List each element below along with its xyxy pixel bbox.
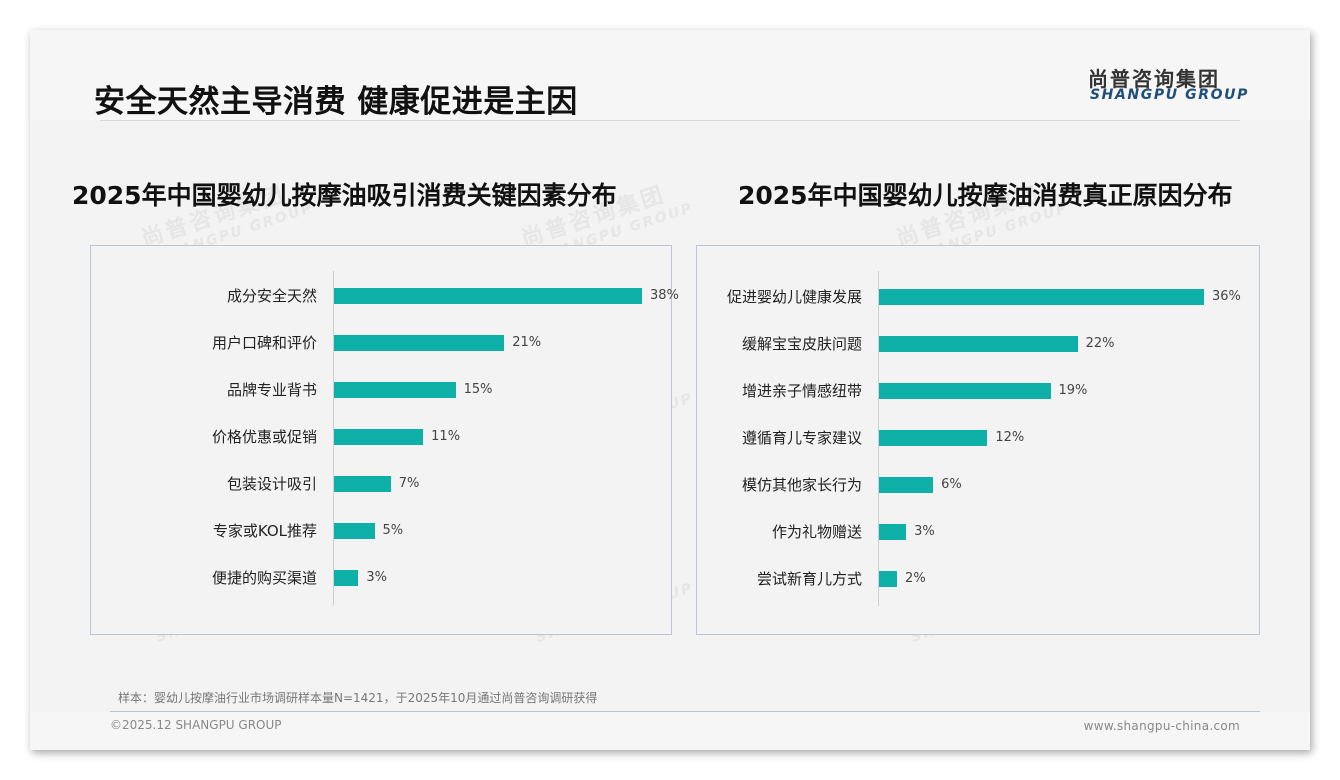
footer-divider xyxy=(110,711,1260,712)
header-divider xyxy=(100,120,1240,121)
chart-left: 成分安全天然 38% 用户口碑和评价 21% 品牌专业背书 15% 价格优惠或促销 11% 包装… xyxy=(90,245,679,635)
bar-value-label: 21% xyxy=(512,335,542,350)
bar-category-label: 促进婴幼儿健康发展 xyxy=(726,288,862,306)
bar xyxy=(334,570,359,586)
bar-value-label: 19% xyxy=(1058,383,1088,398)
bar-row: 包装设计吸引 7% xyxy=(91,475,671,494)
slide: 安全天然主导消费 健康促进是主因 尚普咨询集团 SHANGPU GROUP 尚普… xyxy=(30,30,1310,750)
bar xyxy=(879,289,1204,305)
bar-row: 作为礼物赠送 3% xyxy=(697,523,1259,542)
bar-value-label: 12% xyxy=(995,430,1025,445)
bar-value-label: 2% xyxy=(905,571,926,586)
bar-category-label: 作为礼物赠送 xyxy=(771,523,862,541)
logo-english: SHANGPU GROUP xyxy=(1090,87,1249,103)
bar-row: 遵循育儿专家建议 12% xyxy=(697,429,1259,448)
website-link[interactable]: www.shangpu-china.com xyxy=(1083,719,1240,733)
bar-category-label: 便捷的购买渠道 xyxy=(211,569,317,587)
bar-row: 便捷的购买渠道 3% xyxy=(91,569,671,588)
logo-chinese: 尚普咨询集团 xyxy=(1088,67,1220,91)
bar-category-label: 专家或KOL推荐 xyxy=(212,522,317,540)
bar-row: 模仿其他家长行为 6% xyxy=(697,476,1259,495)
bar-row: 成分安全天然 38% xyxy=(91,287,679,306)
bar-value-label: 7% xyxy=(398,476,420,491)
bar xyxy=(879,477,934,493)
category-axis-line xyxy=(878,271,879,606)
bar-category-label: 增进亲子情感纽带 xyxy=(741,382,862,400)
bar-value-label: 36% xyxy=(1212,289,1241,304)
bar xyxy=(334,429,424,445)
bar-category-label: 模仿其他家长行为 xyxy=(741,476,862,494)
bar-value-label: 38% xyxy=(650,288,679,303)
bar-row: 价格优惠或促销 11% xyxy=(91,428,671,447)
bar-value-label: 3% xyxy=(366,570,387,585)
bar xyxy=(334,523,375,539)
sample-footnote: 样本：婴幼儿按摩油行业市场调研样本量N=1421，于2025年10月通过尚普咨询… xyxy=(118,691,598,705)
chart-title-left: 2025年中国婴幼儿按摩油吸引消费关键因素分布 xyxy=(72,181,617,210)
chart-title-right: 2025年中国婴幼儿按摩油消费真正原因分布 xyxy=(738,181,1233,210)
bar-category-label: 包装设计吸引 xyxy=(226,475,317,493)
bar xyxy=(879,430,988,446)
bar-category-label: 价格优惠或促销 xyxy=(211,428,317,446)
bar-row: 尝试新育儿方式 2% xyxy=(697,570,1259,589)
bar-category-label: 品牌专业背书 xyxy=(226,381,317,399)
footer-band xyxy=(30,712,1310,750)
bar-row: 用户口碑和评价 21% xyxy=(91,334,671,353)
bar xyxy=(334,382,456,398)
bar-value-label: 15% xyxy=(463,382,493,397)
bar-row: 专家或KOL推荐 5% xyxy=(91,522,671,541)
bar xyxy=(879,571,898,587)
page-title: 安全天然主导消费 健康促进是主因 xyxy=(94,84,578,120)
bar-category-label: 成分安全天然 xyxy=(226,287,317,305)
bar-row: 品牌专业背书 15% xyxy=(91,381,671,400)
bar xyxy=(879,524,907,540)
bar-row: 促进婴幼儿健康发展 36% xyxy=(697,288,1259,307)
copyright: ©2025.12 SHANGPU GROUP xyxy=(110,718,282,732)
bar-category-label: 缓解宝宝皮肤问题 xyxy=(741,335,862,353)
bar-category-label: 遵循育儿专家建议 xyxy=(741,429,862,447)
bar xyxy=(334,288,642,304)
bar-value-label: 22% xyxy=(1085,336,1115,351)
bar-value-label: 6% xyxy=(941,477,962,492)
bar-value-label: 5% xyxy=(382,523,404,538)
bar xyxy=(334,335,505,351)
bar-category-label: 用户口碑和评价 xyxy=(211,334,317,352)
bar xyxy=(879,336,1078,352)
category-axis-line xyxy=(333,271,334,606)
header-band xyxy=(30,30,1310,120)
bar-row: 增进亲子情感纽带 19% xyxy=(697,382,1259,401)
bar-row: 缓解宝宝皮肤问题 22% xyxy=(697,335,1259,354)
bar xyxy=(334,476,391,492)
bar-value-label: 11% xyxy=(431,429,461,444)
bar xyxy=(879,383,1051,399)
bar-value-label: 3% xyxy=(914,524,935,539)
bar-category-label: 尝试新育儿方式 xyxy=(756,570,862,588)
chart-right: 促进婴幼儿健康发展 36% 缓解宝宝皮肤问题 22% 增进亲子情感纽带 19% 遵循育儿专家… xyxy=(696,245,1260,635)
